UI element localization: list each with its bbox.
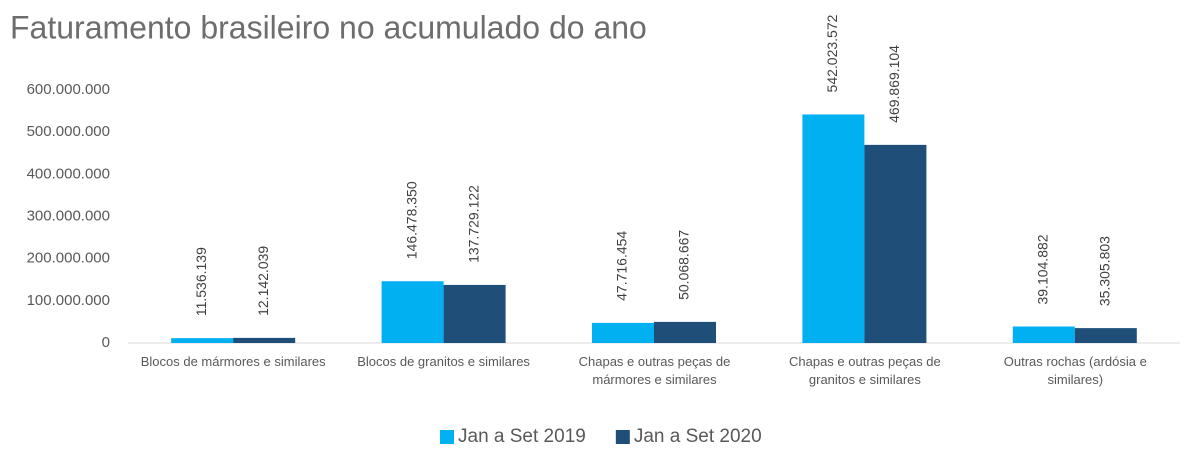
chart-title: Faturamento brasileiro no acumulado do a… [10, 9, 647, 45]
y-tick-label: 400.000.000 [27, 165, 110, 182]
bar [654, 321, 716, 343]
data-label: 35.305.803 [1097, 236, 1113, 306]
bar [864, 144, 927, 343]
data-label: 47.716.454 [614, 231, 630, 301]
x-tick-label: Chapas e outras peças de mármores e simi… [578, 354, 731, 387]
y-tick-label: 500.000.000 [27, 123, 110, 140]
bar [171, 338, 234, 343]
data-label: 146.478.350 [403, 181, 419, 259]
data-label: 469.869.104 [886, 45, 902, 123]
data-label: 39.104.882 [1035, 234, 1051, 304]
x-tick-label: Blocos de granitos e similares [357, 354, 530, 369]
data-label: 137.729.122 [465, 185, 481, 263]
legend-swatch [440, 430, 454, 444]
bar [802, 114, 865, 344]
y-tick-label: 100.000.000 [27, 292, 110, 309]
y-tick-label: 200.000.000 [27, 250, 110, 267]
legend-swatch [615, 430, 630, 444]
data-label: 542.023.572 [824, 14, 840, 92]
x-tick-label: Blocos de mármores e similares [140, 354, 326, 369]
bar [381, 281, 444, 343]
bar [1012, 326, 1075, 343]
x-tick-label: Chapas e outras peças de granitos e simi… [789, 354, 941, 387]
bar [233, 337, 296, 343]
y-tick-label: 600.000.000 [27, 81, 110, 98]
y-tick-label: 300.000.000 [27, 207, 110, 224]
bar [592, 322, 654, 343]
data-label: 50.068.667 [676, 230, 692, 300]
x-tick-label: Outras rochas (ardósia e similares) [1003, 354, 1147, 387]
legend-label: Jan a Set 2020 [634, 426, 762, 447]
data-label: 11.536.139 [193, 247, 209, 316]
data-label: 12.142.039 [255, 246, 271, 316]
bar [443, 284, 506, 343]
legend-label: Jan a Set 2019 [458, 426, 586, 447]
bar [1074, 328, 1137, 343]
y-tick-label: 0 [102, 334, 110, 351]
